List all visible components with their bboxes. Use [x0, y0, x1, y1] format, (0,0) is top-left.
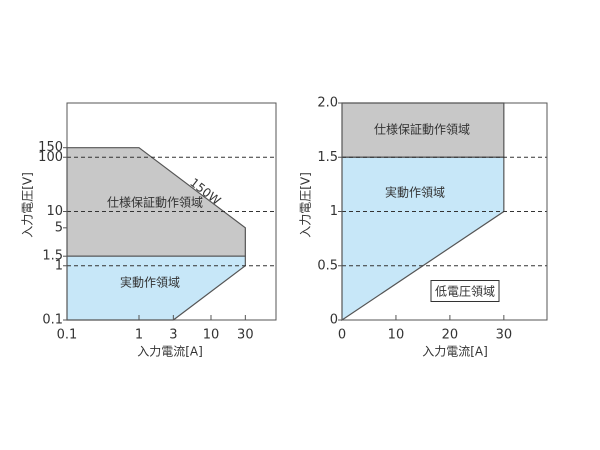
annotation: 低電圧領域: [435, 284, 495, 299]
region-label: 実動作領域: [120, 275, 180, 290]
annotation-box: [430, 280, 500, 302]
x-tick-label: 30: [237, 328, 254, 343]
x-tick-label: 3: [169, 328, 177, 343]
x-axis-label: 入力電流[A]: [137, 345, 203, 359]
x-tick-label: 0.1: [57, 328, 78, 343]
x-tick-label: 30: [496, 328, 513, 343]
y-tick-label: 0: [330, 313, 338, 328]
y-axis-label: 入力電圧[V]: [299, 172, 313, 238]
y-axis-label: 入力電圧[V]: [21, 172, 35, 238]
y-tick-label: 2.0: [317, 96, 338, 111]
region-label: 仕様保証動作領域: [374, 122, 470, 137]
x-tick-label: 10: [203, 328, 220, 343]
x-axis-label: 入力電流[A]: [422, 345, 488, 359]
y-tick-label: 0.1: [42, 313, 63, 328]
x-tick-label: 1: [135, 328, 143, 343]
x-tick-label: 0: [338, 328, 346, 343]
y-tick-label: 1: [55, 258, 63, 273]
y-tick-label: 1.5: [317, 150, 338, 165]
x-tick-label: 20: [442, 328, 459, 343]
y-tick-label: 1: [330, 204, 338, 219]
region-label: 実動作領域: [385, 185, 445, 200]
y-tick-label: 0.5: [317, 258, 338, 273]
y-tick-label: 10: [46, 204, 63, 219]
y-tick-label: 5: [55, 220, 63, 235]
region-label: 仕様保証動作領域: [107, 195, 203, 210]
y-tick-label: 100: [38, 150, 63, 165]
x-tick-label: 10: [388, 328, 405, 343]
y-tick-label: 150: [38, 140, 63, 155]
y-tick-label: 1.5: [42, 249, 63, 264]
